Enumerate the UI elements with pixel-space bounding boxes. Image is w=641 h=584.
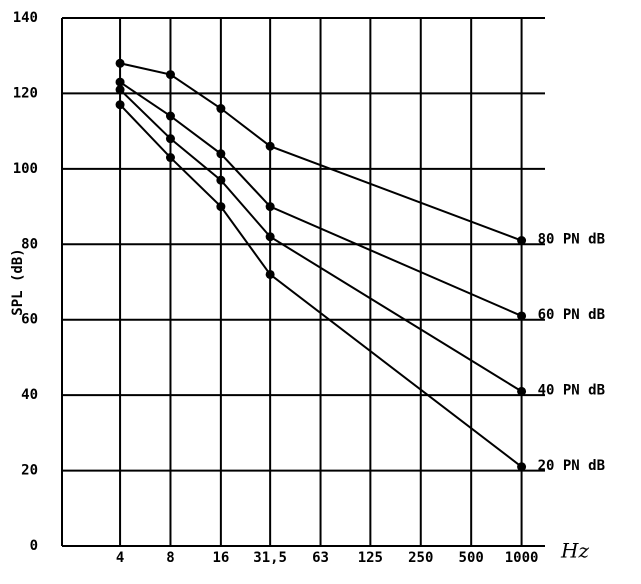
data-point	[165, 70, 175, 80]
x-tick-label: 250	[408, 550, 433, 566]
data-point	[265, 232, 275, 242]
y-tick-label: 80	[21, 236, 38, 252]
y-tick-label: 100	[13, 161, 38, 177]
series-label: 80 PN dB	[538, 232, 605, 248]
data-point	[216, 175, 226, 185]
y-tick-label: 20	[21, 463, 38, 479]
data-point	[517, 386, 527, 396]
x-tick-label: 16	[212, 550, 229, 566]
data-point	[265, 269, 275, 279]
x-tick-label: 8	[166, 550, 174, 566]
data-point	[165, 111, 175, 121]
data-point	[115, 85, 125, 95]
data-point	[265, 202, 275, 212]
data-point	[517, 311, 527, 321]
y-tick-label: 40	[21, 387, 38, 403]
series-label: 60 PN dB	[538, 307, 605, 323]
x-tick-label: 31,5	[253, 550, 287, 566]
series-label: 20 PN dB	[538, 458, 605, 474]
data-point	[216, 202, 226, 212]
data-point	[517, 236, 527, 246]
y-tick-label: 0	[30, 538, 38, 554]
x-tick-label: 4	[116, 550, 124, 566]
data-point	[517, 462, 527, 472]
y-tick-label: 60	[21, 312, 38, 328]
data-point	[115, 77, 125, 87]
data-point	[265, 141, 275, 151]
x-tick-label: 500	[459, 550, 484, 566]
series-label: 40 PN dB	[538, 382, 605, 398]
data-point	[165, 134, 175, 144]
y-axis-label: SPL (dB)	[10, 248, 26, 315]
x-tick-label: 63	[312, 550, 329, 566]
x-axis-label: Hz	[560, 539, 589, 563]
data-point	[115, 58, 125, 68]
data-point	[115, 100, 125, 110]
x-tick-label: 1000	[505, 550, 539, 566]
data-point	[216, 104, 226, 114]
y-tick-label: 140	[13, 10, 38, 26]
data-point	[216, 149, 226, 159]
data-point	[165, 153, 175, 163]
x-tick-label: 125	[358, 550, 383, 566]
y-tick-label: 120	[13, 85, 38, 101]
